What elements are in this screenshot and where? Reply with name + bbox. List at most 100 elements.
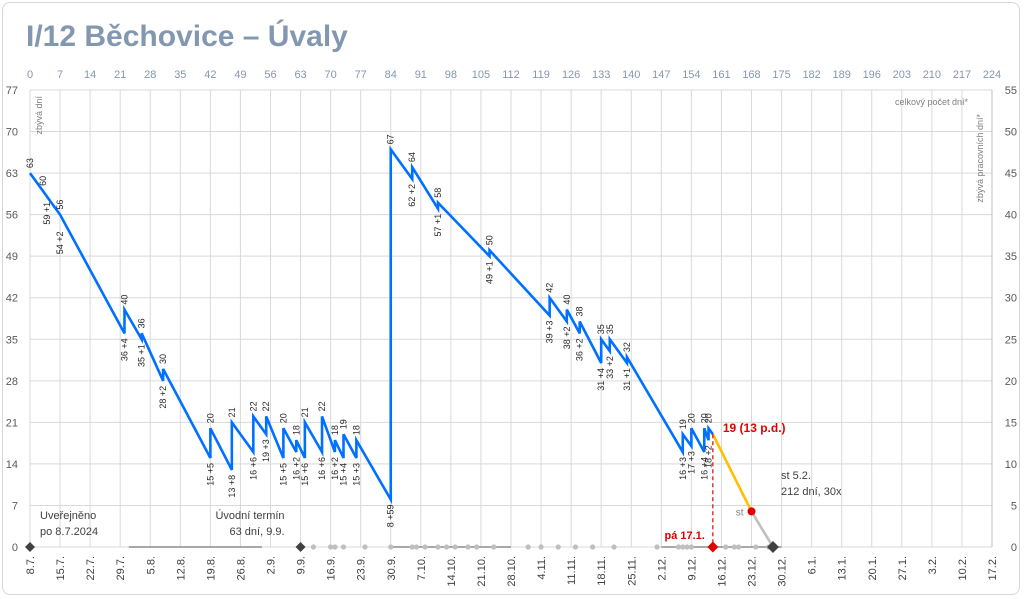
point-label: 20 bbox=[686, 413, 696, 423]
top-tick-label: 7 bbox=[57, 69, 63, 81]
point-label: 16 +3 bbox=[678, 457, 688, 480]
bottom-date-label: 22.7. bbox=[85, 556, 97, 580]
baseline-dot bbox=[340, 544, 347, 550]
top-tick-label: 14 bbox=[84, 69, 96, 81]
left-tick-label: 35 bbox=[6, 334, 18, 346]
baseline-dot bbox=[731, 544, 737, 550]
bottom-date-label: 12.8. bbox=[175, 556, 187, 580]
point-label: 59 +1 bbox=[42, 202, 52, 225]
target-circle-marker bbox=[747, 507, 756, 516]
point-label: 21 bbox=[300, 407, 310, 417]
point-label: 31 +4 bbox=[596, 368, 606, 391]
top-tick-label: 182 bbox=[802, 69, 820, 81]
right-tick-label: 0 bbox=[1011, 542, 1017, 554]
bottom-date-label: 30.12. bbox=[777, 556, 789, 587]
published-label-1: Uveřejněno bbox=[40, 510, 96, 522]
point-label: 15 +3 bbox=[351, 463, 361, 486]
baseline-dot bbox=[435, 544, 441, 550]
bottom-date-label: 7.10. bbox=[416, 556, 428, 580]
baseline-dot bbox=[388, 544, 394, 550]
point-label: 35 bbox=[596, 324, 606, 334]
initial-term-label-2: 63 dní, 9.9. bbox=[230, 526, 285, 538]
point-label: 16 +6 bbox=[317, 457, 327, 480]
point-label: 36 +2 bbox=[575, 338, 585, 361]
chart-title: I/12 Běchovice – Úvaly bbox=[26, 20, 348, 53]
left-tick-label: 63 bbox=[6, 168, 18, 180]
top-tick-label: 133 bbox=[592, 69, 610, 81]
point-label: 18 +2 bbox=[704, 445, 714, 468]
baseline-dot bbox=[525, 544, 531, 550]
top-tick-label: 42 bbox=[204, 69, 216, 81]
top-tick-label: 84 bbox=[385, 69, 397, 81]
point-label: 20 bbox=[278, 413, 288, 423]
bottom-date-label: 14.10. bbox=[446, 556, 458, 587]
baseline-dot bbox=[328, 544, 334, 550]
point-label: 22 bbox=[261, 401, 271, 411]
baseline-dot bbox=[332, 544, 338, 550]
top-tick-label: 126 bbox=[562, 69, 580, 81]
left-tick-label: 56 bbox=[6, 210, 18, 222]
point-label: 32 bbox=[622, 342, 632, 352]
bottom-date-label: 29.7. bbox=[115, 556, 127, 580]
point-label: 54 +2 bbox=[55, 232, 65, 255]
top-tick-label: 154 bbox=[682, 69, 700, 81]
point-label: 15 +5 bbox=[278, 463, 288, 486]
bottom-date-label: 4.11. bbox=[536, 556, 548, 580]
today-diamond-marker bbox=[707, 541, 719, 553]
series-line-2 bbox=[750, 510, 775, 548]
point-label: 49 +1 bbox=[485, 261, 495, 284]
baseline-dot bbox=[310, 544, 317, 550]
top-tick-label: 56 bbox=[264, 69, 276, 81]
bottom-date-label: 2.12. bbox=[656, 556, 668, 580]
baseline-dot bbox=[688, 544, 694, 550]
initial-term-label-1: Úvodní termín bbox=[215, 509, 284, 522]
baseline-dot bbox=[443, 544, 450, 550]
bottom-date-label: 11.11. bbox=[566, 556, 578, 585]
point-label: 22 bbox=[248, 401, 258, 411]
point-label: 56 bbox=[55, 200, 65, 210]
bottom-date-label: 23.9. bbox=[356, 556, 368, 580]
point-label: 38 bbox=[575, 306, 585, 316]
point-label: 50 bbox=[485, 235, 495, 245]
top-tick-label: 189 bbox=[833, 69, 851, 81]
point-label: 16 +6 bbox=[248, 457, 258, 480]
published-diamond-marker bbox=[25, 542, 35, 552]
top-tick-label: 70 bbox=[325, 69, 337, 81]
point-label: 39 +3 bbox=[545, 321, 555, 344]
left-tick-label: 77 bbox=[6, 85, 18, 97]
point-label: 40 bbox=[562, 295, 572, 305]
bottom-date-label: 13.1. bbox=[837, 556, 849, 580]
baseline-dot bbox=[753, 544, 759, 550]
point-label: 22 bbox=[317, 401, 327, 411]
bottom-date-label: 19.8. bbox=[205, 556, 217, 580]
point-label: 60 bbox=[38, 176, 48, 186]
point-label: 16 +2 bbox=[330, 457, 340, 480]
bottom-date-label: 16.9. bbox=[326, 556, 338, 580]
point-label: 20 bbox=[205, 413, 215, 423]
point-label: 40 bbox=[119, 295, 129, 305]
top-tick-label: 210 bbox=[923, 69, 941, 81]
point-label: 19 bbox=[678, 419, 688, 429]
point-label: 15 +4 bbox=[339, 463, 349, 486]
baseline-dot bbox=[409, 544, 415, 550]
baseline-dot bbox=[572, 544, 579, 550]
bottom-date-label: 27.1. bbox=[897, 556, 909, 580]
right-tick-label: 10 bbox=[1005, 459, 1017, 471]
point-label: 13 +8 bbox=[227, 475, 237, 498]
top-tick-label: 140 bbox=[622, 69, 640, 81]
point-label: 31 +1 bbox=[622, 368, 632, 391]
left-tick-label: 42 bbox=[6, 293, 18, 305]
left-tick-label: 70 bbox=[6, 127, 18, 139]
point-label: 16 +4 bbox=[699, 457, 709, 480]
point-label: 21 bbox=[227, 407, 237, 417]
point-label: 20 bbox=[704, 413, 714, 423]
point-label: 67 bbox=[386, 134, 396, 144]
baseline-dot bbox=[680, 544, 686, 550]
current-value-label: 19 (13 p.d.) bbox=[723, 421, 786, 435]
initial-term-diamond-marker bbox=[295, 542, 306, 552]
published-label-2: po 8.7.2024 bbox=[40, 526, 98, 538]
left-tick-label: 14 bbox=[6, 459, 18, 471]
bottom-date-label: 25.11. bbox=[626, 556, 638, 586]
point-label: 58 bbox=[433, 188, 443, 198]
baseline-dot bbox=[452, 544, 458, 550]
